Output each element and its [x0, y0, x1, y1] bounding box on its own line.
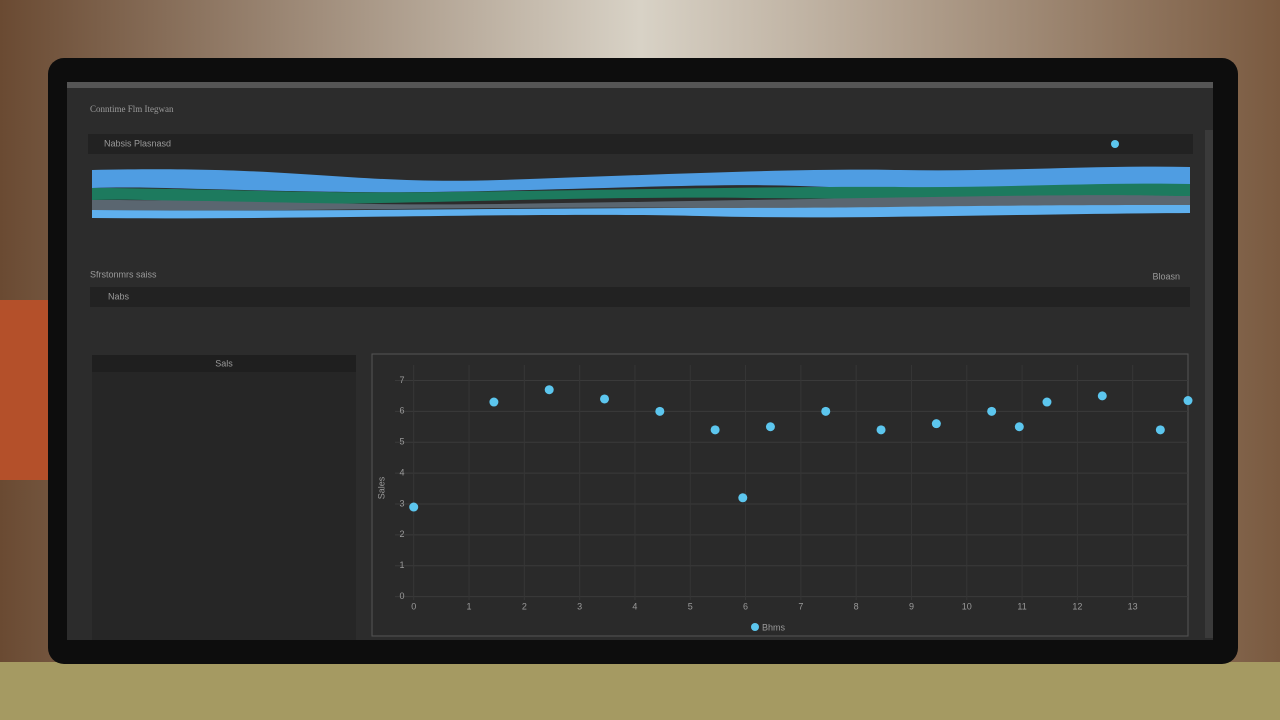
- title: Conntime Flm Itegwan: [90, 104, 174, 114]
- stream-panel-label: Nabsis Plasnasd: [104, 138, 171, 148]
- section-label: Sfrstonmrs saiss: [90, 269, 157, 279]
- status-dot: [1111, 140, 1119, 148]
- x-tick-label: 0: [411, 601, 416, 611]
- x-tick-label: 10: [962, 601, 972, 611]
- y-tick-label: 7: [399, 375, 404, 385]
- y-tick-label: 1: [399, 560, 404, 570]
- point: [876, 425, 886, 435]
- point: [987, 406, 997, 416]
- x-tick-label: 13: [1128, 601, 1138, 611]
- x-tick-label: 2: [522, 601, 527, 611]
- point: [738, 493, 748, 503]
- y-tick-label: 6: [399, 406, 404, 416]
- stream-band: [92, 195, 1190, 211]
- point: [1155, 425, 1165, 435]
- section-sub: Nabs: [108, 291, 130, 301]
- x-tick-label: 1: [467, 601, 472, 611]
- x-tick-label: 12: [1072, 601, 1082, 611]
- point: [1183, 396, 1193, 406]
- y-tick-label: 2: [399, 529, 404, 539]
- point: [600, 394, 610, 404]
- point: [544, 385, 554, 395]
- x-tick-label: 7: [798, 601, 803, 611]
- y-axis-label: Sales: [376, 476, 386, 499]
- y-tick-label: 5: [399, 437, 404, 447]
- plot-area: [371, 353, 1189, 637]
- section-right: Bloasn: [1152, 271, 1180, 281]
- stream-band: [92, 183, 1190, 204]
- stream-band: [92, 205, 1190, 219]
- y-tick-label: 0: [399, 591, 404, 601]
- point: [931, 419, 941, 429]
- point: [1014, 422, 1024, 432]
- side-panel-header: [92, 355, 356, 372]
- point: [765, 422, 775, 432]
- x-tick-label: 8: [854, 601, 859, 611]
- x-tick-label: 11: [1017, 601, 1026, 611]
- y-tick-label: 3: [399, 498, 404, 508]
- x-tick-label: 5: [688, 601, 693, 611]
- point: [821, 406, 831, 416]
- x-tick-label: 6: [743, 601, 748, 611]
- scrollbar: [1205, 130, 1213, 638]
- legend-label: Bhms: [762, 622, 786, 632]
- point: [1042, 397, 1052, 407]
- legend-swatch: [751, 623, 759, 631]
- monitor-stand: [0, 662, 1280, 720]
- y-tick-label: 4: [399, 467, 404, 477]
- section-bar: [90, 287, 1190, 307]
- x-tick-label: 4: [632, 601, 637, 611]
- point: [655, 406, 665, 416]
- screen-top-bar: [67, 82, 1213, 88]
- point: [710, 425, 720, 435]
- side-panel-label: Sals: [215, 358, 233, 368]
- point: [409, 502, 419, 512]
- side-panel: [92, 355, 356, 640]
- x-tick-label: 3: [577, 601, 582, 611]
- stream-panel-header: [88, 134, 1193, 154]
- stream-band: [92, 166, 1190, 193]
- point: [1097, 391, 1107, 401]
- point: [489, 397, 499, 407]
- x-tick-label: 9: [909, 601, 914, 611]
- background-object: [0, 300, 50, 480]
